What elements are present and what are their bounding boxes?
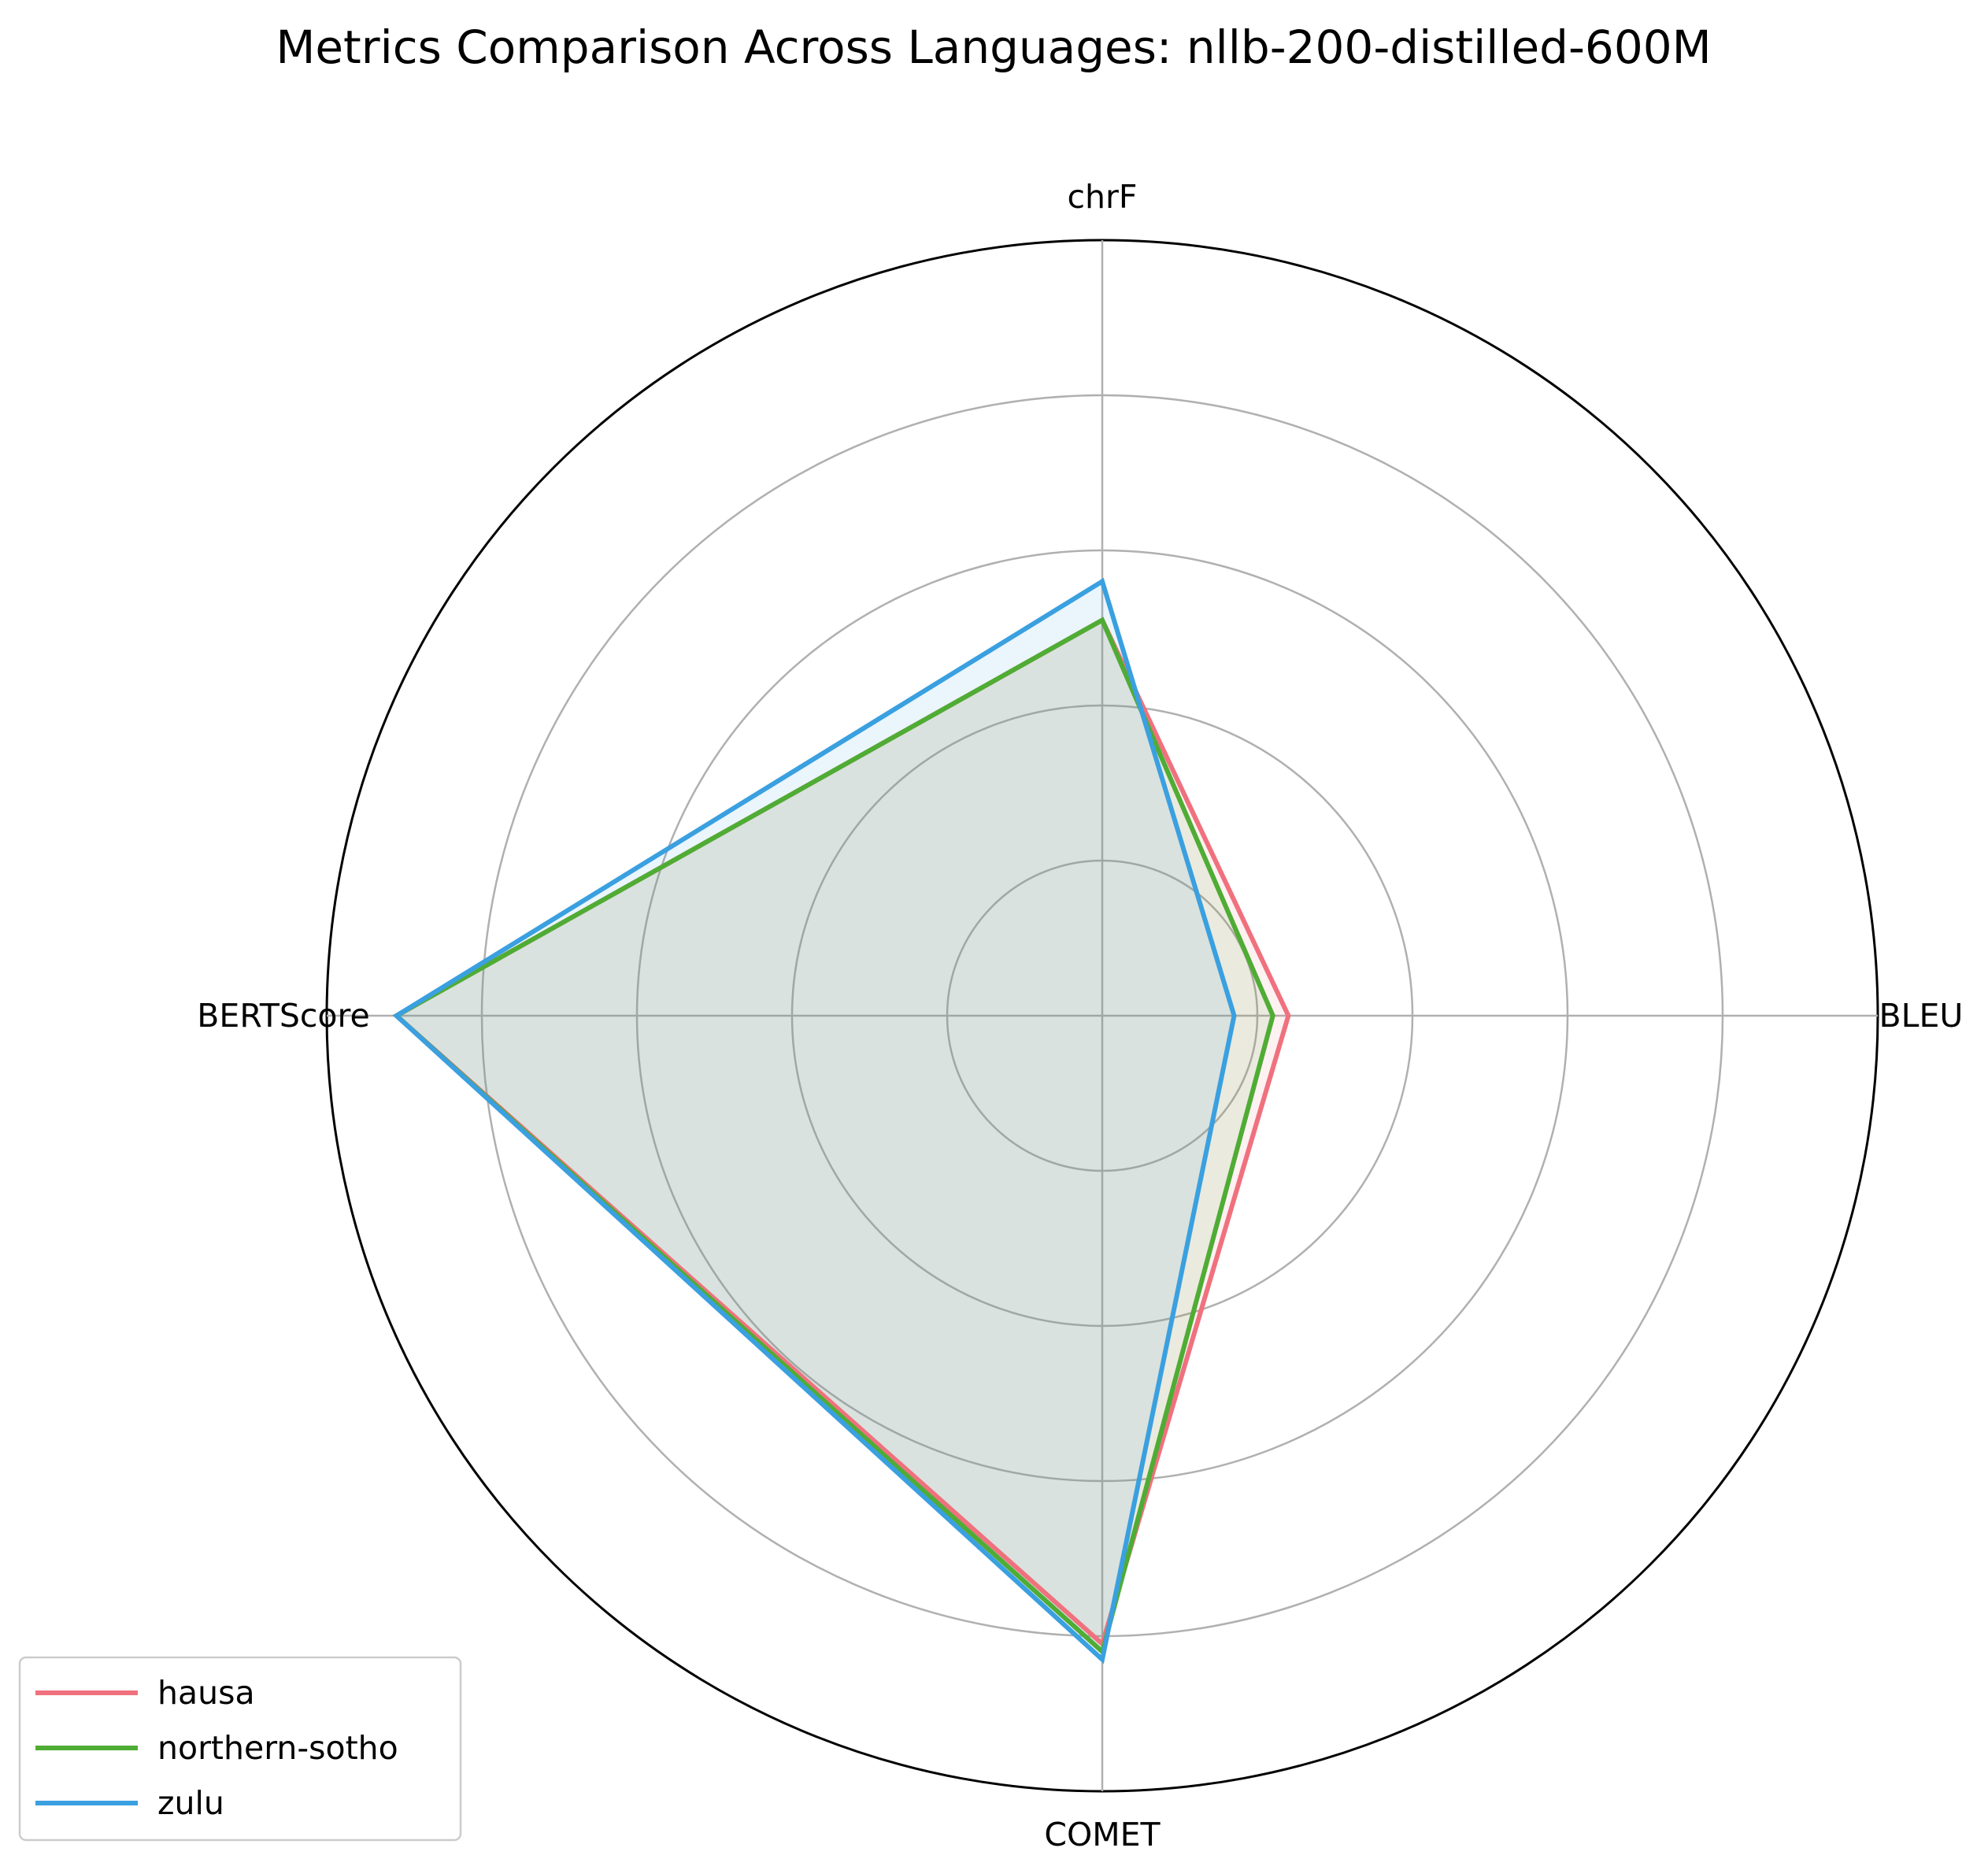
legend-box	[18, 1656, 462, 1842]
legend: hausa northern-sotho zulu	[18, 1656, 462, 1842]
chart-title: Metrics Comparison Across Languages: nll…	[276, 20, 1711, 74]
axis-label-comet: COMET	[1044, 1816, 1161, 1853]
series-layer	[392, 577, 1291, 1664]
series-fill-northern-sotho	[396, 620, 1273, 1652]
series-fill-hausa	[396, 620, 1289, 1644]
legend-label-hausa: hausa	[157, 1674, 255, 1712]
axis-labels: BLEU chrF BERTScore COMET	[197, 178, 1963, 1853]
series-fill-zulu	[396, 581, 1235, 1660]
legend-label-northern-sotho: northern-sotho	[157, 1729, 398, 1767]
axis-label-bleu: BLEU	[1879, 997, 1964, 1035]
legend-label-zulu: zulu	[157, 1784, 224, 1822]
series-line-zulu	[392, 577, 1237, 1664]
axis-label-bertscore: BERTScore	[197, 997, 369, 1035]
axis-label-chrf: chrF	[1068, 178, 1138, 216]
